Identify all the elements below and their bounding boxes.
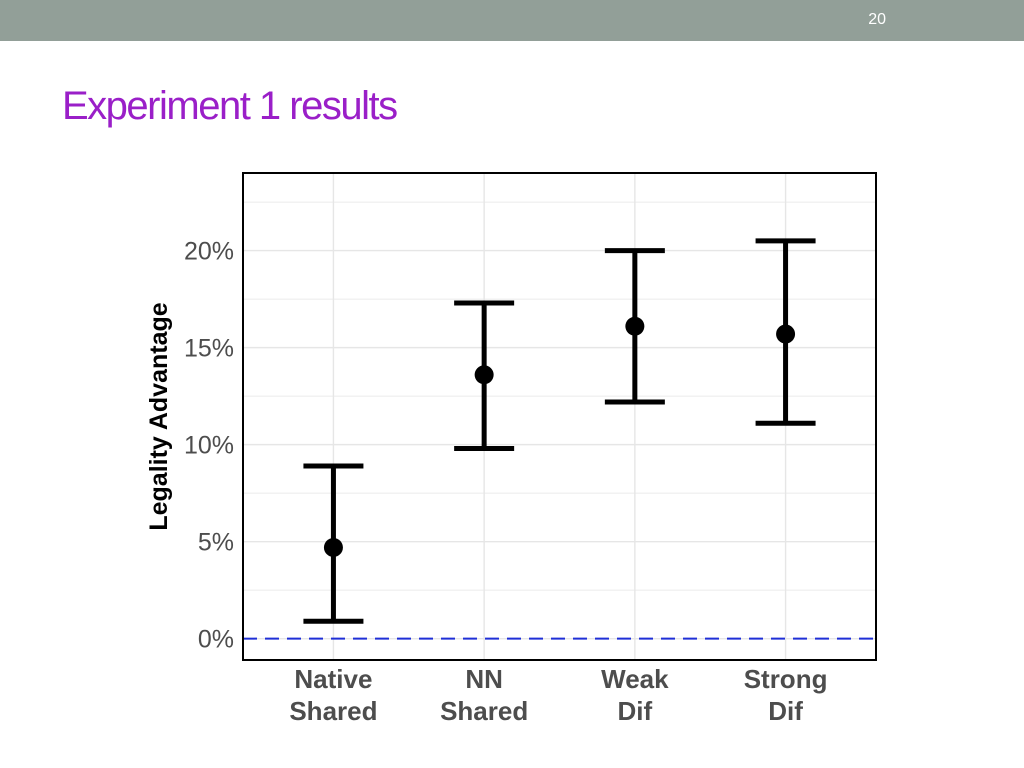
y-tick-label: 5% xyxy=(198,529,234,557)
x-tick-label: Strong xyxy=(744,664,828,694)
mean-point xyxy=(776,324,796,344)
mean-point xyxy=(474,365,494,385)
x-tick-label: Shared xyxy=(289,696,377,726)
x-tick-label: Shared xyxy=(440,696,528,726)
x-tick-label: Weak xyxy=(601,664,669,694)
slide-title: Experiment 1 results xyxy=(62,84,398,128)
x-tick-label: Native xyxy=(294,664,372,694)
y-tick-label: 15% xyxy=(184,335,234,363)
top-bar: 20 xyxy=(0,0,1024,41)
mean-point xyxy=(625,316,645,336)
x-tick-label: Dif xyxy=(768,696,803,726)
slide-number: 20 xyxy=(868,11,886,28)
plot-panel-border xyxy=(242,172,877,661)
y-axis-label: Legality Advantage xyxy=(145,302,173,530)
y-tick-label: 0% xyxy=(198,626,234,654)
x-tick-label: Dif xyxy=(618,696,653,726)
mean-point xyxy=(323,537,343,557)
y-tick-label: 20% xyxy=(184,238,234,266)
x-tick-label: NN xyxy=(465,664,503,694)
y-tick-label: 10% xyxy=(184,432,234,460)
